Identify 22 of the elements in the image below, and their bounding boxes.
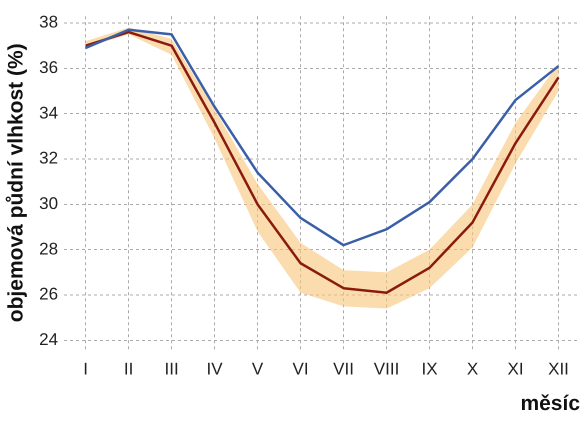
x-tick-label: XII <box>548 359 569 378</box>
x-tick-label: III <box>164 359 179 378</box>
x-tick-label: VIII <box>374 359 400 378</box>
x-axis-title: měsíc <box>520 392 580 416</box>
x-tick-label: IX <box>422 359 438 378</box>
y-tick-label: 34 <box>39 103 58 122</box>
y-tick-label: 24 <box>39 330 58 350</box>
y-axis-title: objemová půdní vlhkost (%) <box>4 43 28 322</box>
x-tick-label: VI <box>292 359 309 378</box>
y-tick-label: 30 <box>39 194 58 214</box>
y-tick-label: 26 <box>39 284 58 304</box>
y-tick-label: 28 <box>39 239 58 258</box>
x-tick-label: V <box>252 359 264 378</box>
x-tick-label: X <box>466 359 478 378</box>
x-tick-label: II <box>124 359 134 378</box>
x-tick-label: I <box>83 359 88 378</box>
y-tick-label: 38 <box>39 12 58 32</box>
x-tick-label: VII <box>333 359 354 378</box>
y-tick-label: 32 <box>39 148 58 168</box>
y-tick-label: 36 <box>39 58 58 78</box>
x-tick-label: IV <box>206 359 224 378</box>
x-tick-label: XI <box>507 359 524 378</box>
